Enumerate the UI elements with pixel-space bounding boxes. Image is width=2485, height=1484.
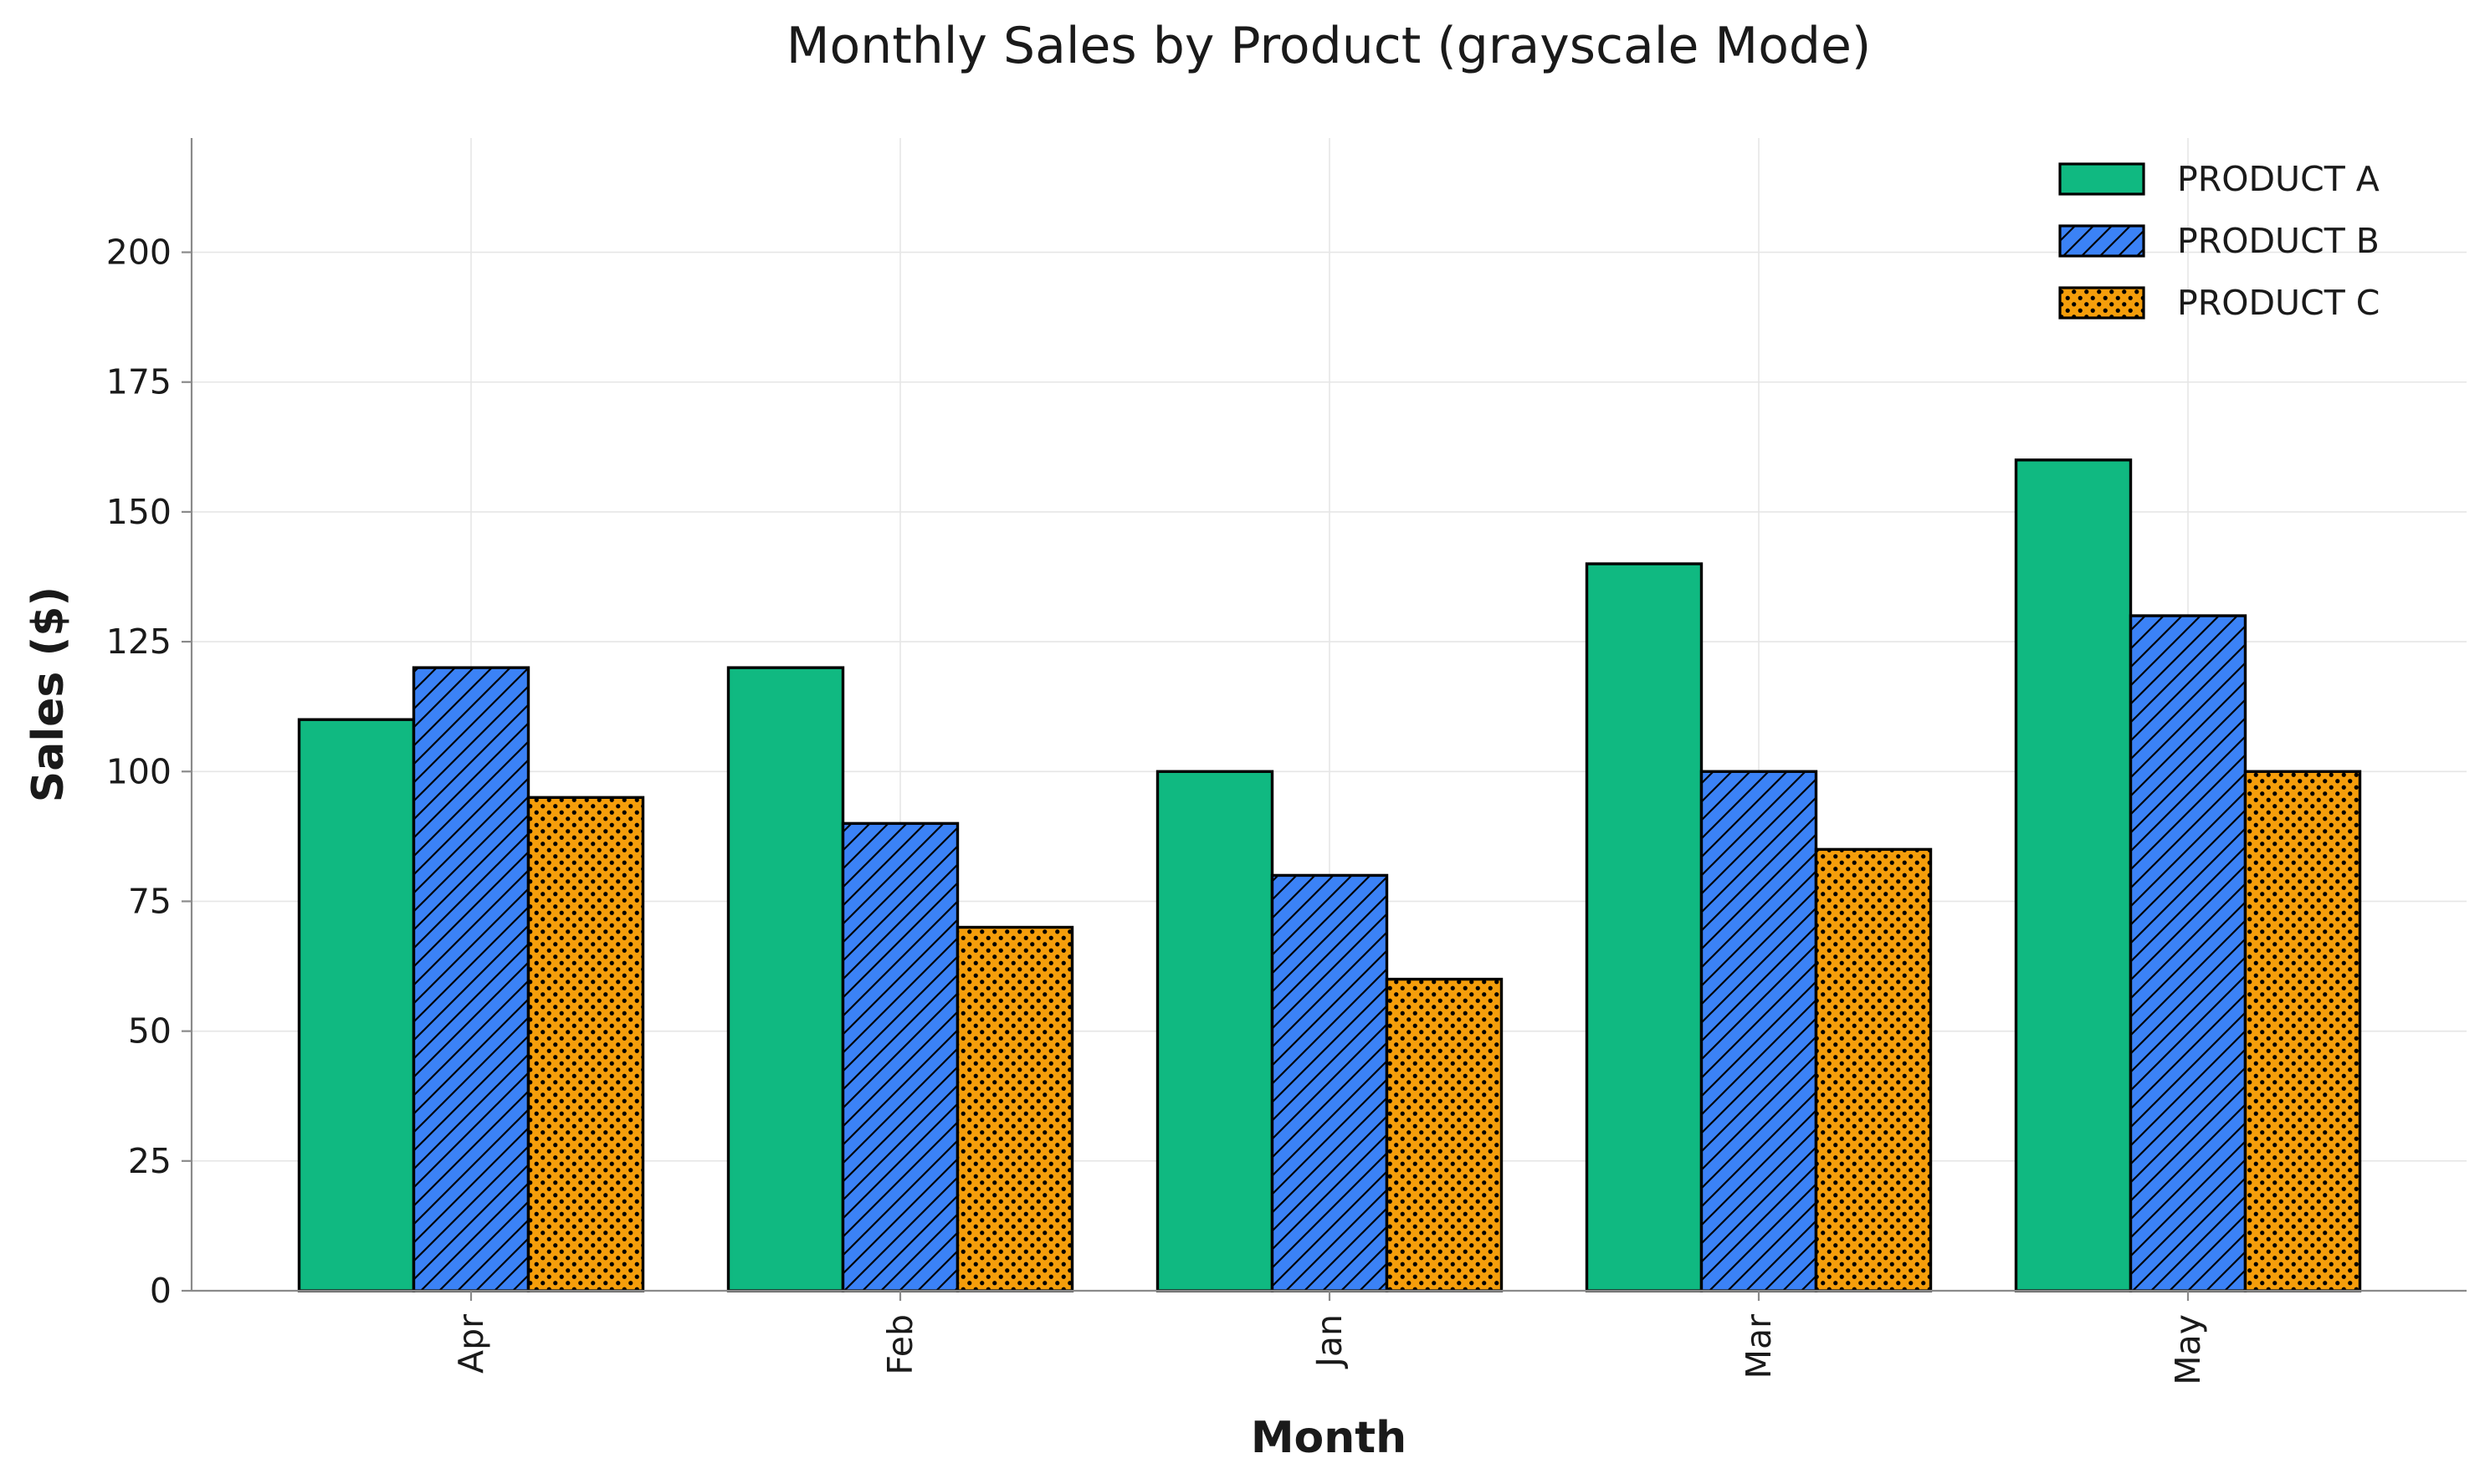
legend-swatch-pattern: [2060, 226, 2144, 256]
bar-pattern: [2245, 771, 2360, 1291]
y-tick-label: 0: [150, 1271, 172, 1311]
x-tick-label: Apr: [451, 1314, 491, 1374]
y-tick-label: 25: [128, 1141, 172, 1181]
legend-label: PRODUCT B: [2177, 221, 2380, 261]
bar-product-b-mar: [1699, 770, 1818, 1292]
bar-product-a-may: [2014, 458, 2133, 1292]
legend-swatch-outline: [2058, 162, 2145, 196]
bar-product-c-apr: [526, 796, 645, 1292]
bar-product-c-mar: [1814, 847, 1933, 1292]
legend-item-product-b: PRODUCT B: [2058, 221, 2380, 261]
bar-pattern: [528, 797, 643, 1291]
bar-product-b-may: [2129, 614, 2247, 1292]
bar-pattern: [1816, 849, 1931, 1291]
y-tick-label: 200: [106, 233, 172, 273]
x-tick-label: Feb: [880, 1314, 920, 1375]
bar-fill: [728, 668, 843, 1291]
bar-product-b-jan: [1270, 873, 1389, 1292]
bar-fill: [1586, 563, 1702, 1291]
legend-swatch-outline: [2058, 224, 2145, 258]
legend-swatch-outline: [2058, 286, 2145, 320]
bar-product-b-apr: [412, 666, 530, 1292]
y-tick-label: 100: [106, 751, 172, 791]
y-tick-label: 125: [106, 622, 172, 662]
bar-pattern: [843, 823, 958, 1291]
x-tick-label: Mar: [1739, 1314, 1779, 1379]
chart-title: Monthly Sales by Product (grayscale Mode…: [786, 17, 1872, 75]
bar-product-c-jan: [1385, 977, 1504, 1292]
bar-product-b-feb: [841, 821, 960, 1292]
bar-pattern: [957, 927, 1073, 1291]
bar-fill: [299, 719, 414, 1291]
legend-label: PRODUCT C: [2177, 283, 2380, 323]
bar-product-a-feb: [726, 666, 845, 1292]
legend: PRODUCT A PRODUCT B PRODUCT C: [2058, 159, 2380, 323]
x-tick-label: May: [2168, 1314, 2208, 1385]
y-ticks: 0 25 50 75 100 125 150 175 200: [106, 233, 192, 1311]
bar-fill: [2016, 459, 2131, 1291]
x-axis-label: Month: [1251, 1413, 1406, 1463]
y-tick-label: 50: [128, 1011, 172, 1052]
legend-swatch: [2060, 164, 2144, 194]
bar-pattern: [413, 668, 529, 1291]
bar-product-a-apr: [297, 718, 416, 1292]
bar-pattern: [1386, 979, 1502, 1291]
y-tick-label: 175: [106, 362, 172, 402]
legend-item-product-a: PRODUCT A: [2058, 159, 2380, 199]
bar-product-c-feb: [956, 925, 1074, 1292]
bar-fill: [1157, 771, 1273, 1291]
bars: [297, 458, 2362, 1292]
bar-product-c-may: [2243, 770, 2362, 1292]
bar-product-a-mar: [1585, 562, 1704, 1292]
y-tick-label: 150: [106, 492, 172, 532]
bar-pattern: [1272, 875, 1387, 1291]
legend-label: PRODUCT A: [2177, 159, 2380, 199]
x-ticks: Apr Feb Jan Mar May: [451, 1291, 2208, 1385]
bar-product-a-jan: [1155, 770, 1274, 1292]
legend-item-product-c: PRODUCT C: [2058, 283, 2380, 323]
y-tick-label: 75: [128, 881, 172, 921]
bar-pattern: [2130, 616, 2246, 1291]
bar-pattern: [1701, 771, 1816, 1291]
legend-swatch-pattern: [2060, 288, 2144, 318]
x-tick-label: Jan: [1309, 1314, 1350, 1369]
y-axis-label: Sales ($): [23, 586, 74, 802]
